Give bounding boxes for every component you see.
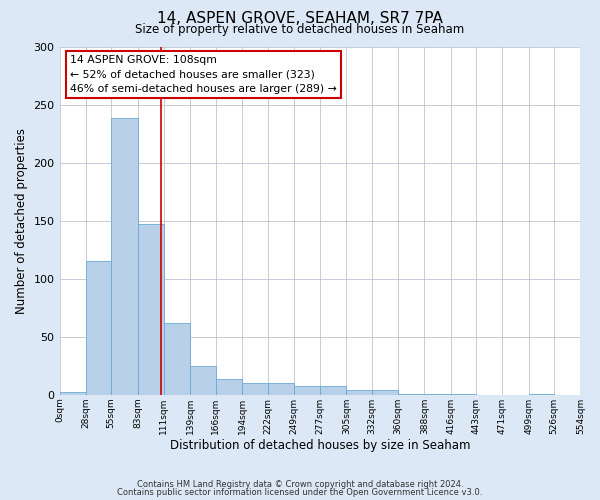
Bar	[59, 392, 86, 395]
Bar	[293, 386, 320, 395]
X-axis label: Distribution of detached houses by size in Seaham: Distribution of detached houses by size …	[170, 440, 470, 452]
Bar	[320, 386, 346, 395]
Bar	[372, 390, 398, 395]
Bar	[346, 390, 372, 395]
Text: 14 ASPEN GROVE: 108sqm
← 52% of detached houses are smaller (323)
46% of semi-de: 14 ASPEN GROVE: 108sqm ← 52% of detached…	[70, 55, 337, 94]
Bar	[86, 262, 111, 395]
Bar	[451, 394, 476, 395]
Bar	[137, 224, 164, 395]
Text: Size of property relative to detached houses in Seaham: Size of property relative to detached ho…	[136, 22, 464, 36]
Bar	[242, 383, 268, 395]
Text: Contains HM Land Registry data © Crown copyright and database right 2024.: Contains HM Land Registry data © Crown c…	[137, 480, 463, 489]
Y-axis label: Number of detached properties: Number of detached properties	[15, 128, 28, 314]
Text: 14, ASPEN GROVE, SEAHAM, SR7 7PA: 14, ASPEN GROVE, SEAHAM, SR7 7PA	[157, 11, 443, 26]
Bar	[111, 118, 137, 395]
Text: Contains public sector information licensed under the Open Government Licence v3: Contains public sector information licen…	[118, 488, 482, 497]
Bar	[268, 383, 293, 395]
Bar	[215, 378, 242, 395]
Bar	[164, 323, 190, 395]
Bar	[424, 394, 451, 395]
Bar	[398, 394, 424, 395]
Bar	[190, 366, 215, 395]
Bar	[529, 394, 554, 395]
